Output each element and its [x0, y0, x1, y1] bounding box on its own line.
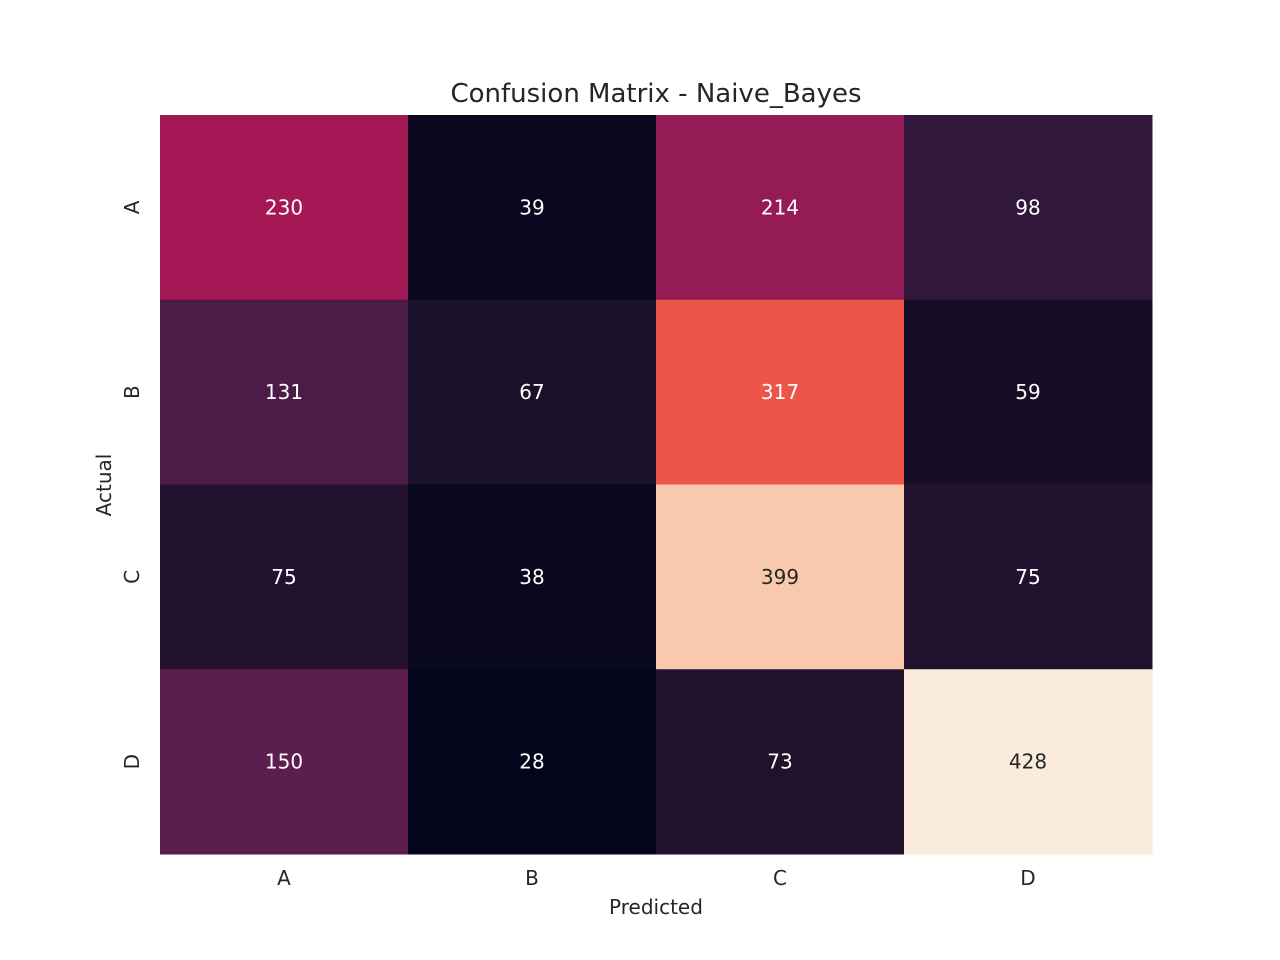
- x-axis-label: Predicted: [609, 895, 703, 919]
- cell-value-label: 131: [265, 380, 303, 404]
- heatmap-cell: [408, 669, 657, 855]
- cell-value-label: 428: [1009, 750, 1047, 774]
- x-tick-label: A: [277, 866, 291, 890]
- heatmap-cell: [160, 484, 409, 670]
- heatmap-cell: [904, 115, 1153, 301]
- x-tick-label: D: [1020, 866, 1035, 890]
- heatmap-cell: [408, 484, 657, 670]
- cell-value-label: 150: [265, 750, 303, 774]
- cell-value-label: 38: [519, 565, 544, 589]
- heatmap-cell: [408, 115, 657, 301]
- heatmap-cell: [160, 669, 409, 855]
- y-axis-label: Actual: [92, 454, 116, 517]
- heatmap-cell: [408, 299, 657, 485]
- heatmap-cell: [656, 115, 905, 301]
- y-tick-label: D: [120, 754, 144, 769]
- cell-value-label: 317: [761, 380, 799, 404]
- heatmap-cell: [656, 299, 905, 485]
- cell-value-label: 28: [519, 750, 544, 774]
- cell-value-label: 214: [761, 195, 799, 219]
- heatmap-cell: [904, 484, 1153, 670]
- cell-value-label: 39: [519, 195, 544, 219]
- cell-value-label: 75: [1015, 565, 1040, 589]
- x-tick-label: C: [773, 866, 787, 890]
- cell-value-label: 67: [519, 380, 544, 404]
- cell-value-label: 75: [271, 565, 296, 589]
- x-tick-label: B: [525, 866, 539, 890]
- heatmap-cells: [160, 115, 1153, 855]
- heatmap-cell: [904, 299, 1153, 485]
- heatmap-cell: [656, 669, 905, 855]
- chart-title: Confusion Matrix - Naive_Bayes: [450, 79, 861, 109]
- y-tick-labels: A B C D: [120, 200, 144, 769]
- x-tick-labels: A B C D: [277, 866, 1036, 890]
- y-tick-label: B: [120, 385, 144, 399]
- cell-value-label: 59: [1015, 380, 1040, 404]
- cell-value-label: 230: [265, 195, 303, 219]
- y-tick-label: A: [120, 200, 144, 214]
- cell-value-label: 73: [767, 750, 792, 774]
- heatmap-cell: [656, 484, 905, 670]
- heatmap-cell: [160, 115, 409, 301]
- cell-annotations: 230 39 214 98 131 67 317 59 75 38 399 75 150 28 73 428: [265, 195, 1047, 773]
- heatmap-cell: [160, 299, 409, 485]
- y-tick-label: C: [120, 570, 144, 584]
- cell-value-label: 399: [761, 565, 799, 589]
- cell-value-label: 98: [1015, 195, 1040, 219]
- heatmap-cell: [904, 669, 1153, 855]
